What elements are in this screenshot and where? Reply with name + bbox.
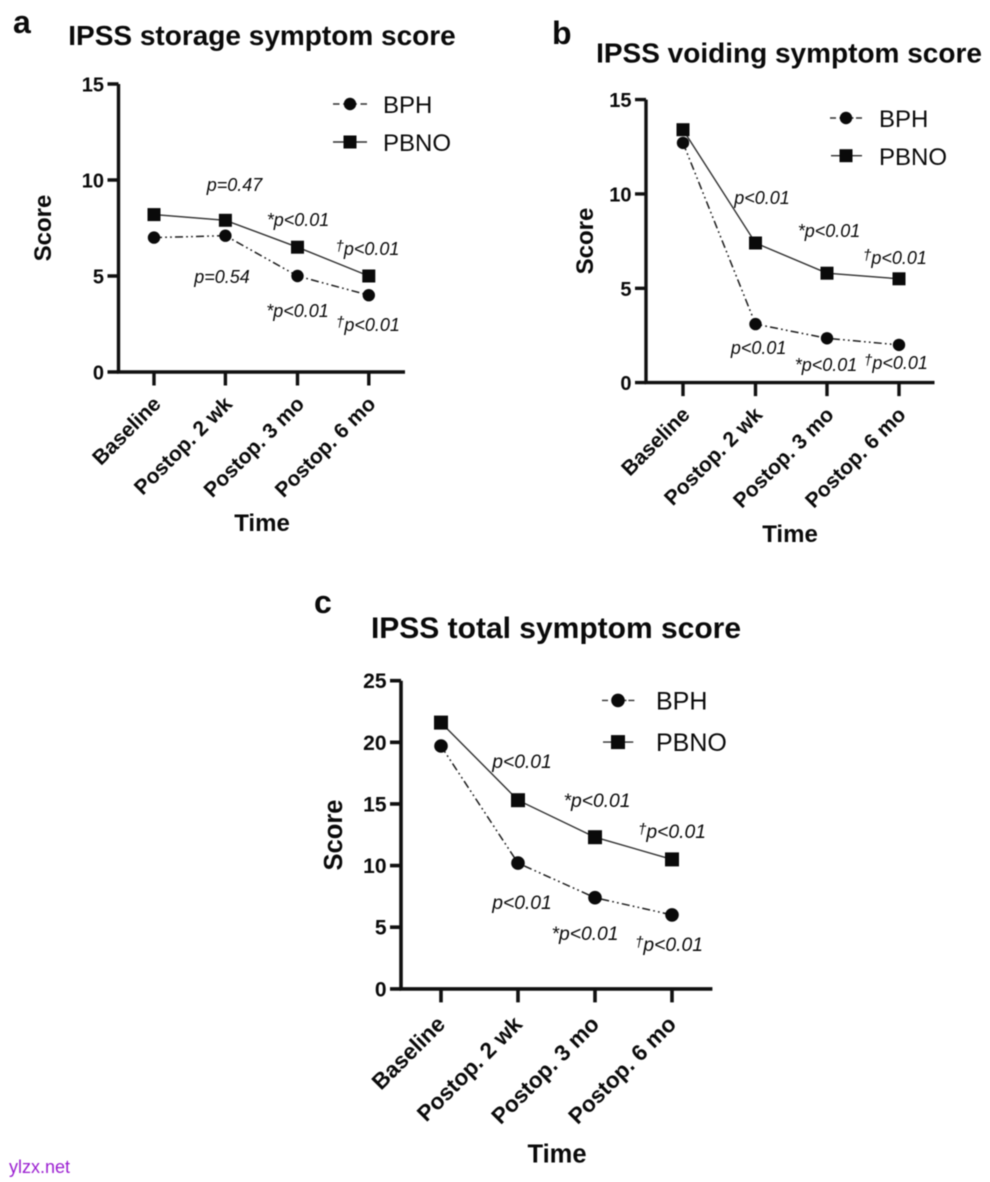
- svg-text:ylzx.net: ylzx.net: [9, 1157, 70, 1177]
- svg-text:*p<0.01: *p<0.01: [551, 924, 618, 945]
- svg-text:15: 15: [363, 793, 387, 816]
- svg-text:a: a: [13, 4, 31, 40]
- svg-text:0: 0: [620, 373, 631, 395]
- svg-text:†p<0.01: †p<0.01: [336, 238, 400, 260]
- svg-text:Time: Time: [234, 510, 290, 537]
- svg-text:10: 10: [609, 184, 631, 206]
- svg-text:5: 5: [375, 917, 387, 940]
- svg-text:20: 20: [363, 732, 386, 755]
- svg-text:0: 0: [375, 978, 387, 1001]
- svg-text:BPH: BPH: [879, 106, 928, 133]
- svg-text:*p<0.01: *p<0.01: [267, 210, 330, 230]
- svg-text:PBNO: PBNO: [656, 729, 727, 757]
- svg-text:BPH: BPH: [383, 92, 432, 119]
- svg-text:*p<0.01: *p<0.01: [798, 221, 861, 241]
- svg-text:p<0.01: p<0.01: [733, 188, 790, 208]
- svg-text:0: 0: [93, 363, 104, 385]
- svg-text:10: 10: [82, 171, 104, 193]
- svg-text:c: c: [314, 584, 332, 620]
- svg-text:BPH: BPH: [656, 688, 707, 716]
- svg-text:†p<0.01: †p<0.01: [638, 821, 706, 844]
- svg-text:5: 5: [93, 267, 104, 289]
- svg-text:b: b: [552, 15, 572, 51]
- svg-text:*p<0.01: *p<0.01: [563, 791, 630, 812]
- svg-text:*p<0.01: *p<0.01: [266, 301, 329, 321]
- svg-text:Score: Score: [572, 208, 599, 275]
- svg-text:p<0.01: p<0.01: [491, 752, 552, 773]
- svg-text:IPSS voiding symptom score: IPSS voiding symptom score: [596, 38, 982, 69]
- svg-text:15: 15: [82, 75, 104, 97]
- svg-text:p<0.01: p<0.01: [491, 893, 552, 914]
- svg-text:Score: Score: [320, 800, 348, 871]
- svg-text:IPSS storage symptom score: IPSS storage symptom score: [68, 20, 455, 51]
- svg-text:†p<0.01: †p<0.01: [864, 352, 928, 374]
- svg-text:5: 5: [620, 279, 631, 301]
- svg-text:p=0.54: p=0.54: [193, 267, 250, 287]
- svg-text:PBNO: PBNO: [879, 144, 947, 171]
- svg-text:PBNO: PBNO: [383, 130, 451, 157]
- svg-text:IPSS total symptom score: IPSS total symptom score: [371, 612, 741, 645]
- svg-text:*p<0.01: *p<0.01: [795, 355, 858, 375]
- svg-text:Time: Time: [527, 1141, 586, 1169]
- svg-text:25: 25: [363, 670, 387, 693]
- svg-text:p<0.01: p<0.01: [730, 338, 787, 358]
- svg-text:15: 15: [609, 90, 631, 112]
- svg-text:10: 10: [363, 855, 386, 878]
- svg-text:p=0.47: p=0.47: [206, 175, 264, 195]
- svg-text:Time: Time: [762, 521, 818, 548]
- svg-text:Score: Score: [30, 195, 57, 262]
- svg-text:†p<0.01: †p<0.01: [635, 934, 703, 957]
- svg-text:†p<0.01: †p<0.01: [863, 247, 927, 269]
- svg-text:†p<0.01: †p<0.01: [336, 314, 400, 336]
